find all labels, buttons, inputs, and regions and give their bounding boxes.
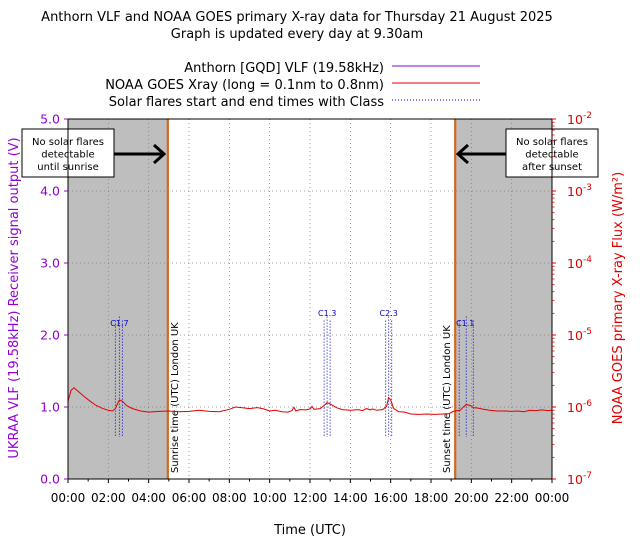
sun-lines: Sunrise time (UTC) London UK Sunset time … (166, 119, 457, 479)
x-tick-label: 02:00 (91, 491, 126, 505)
legend-label-xray: NOAA GOES Xray (long = 0.1nm to 0.8nm) (105, 78, 384, 93)
arrow-right-icon (114, 143, 167, 165)
flare-class-label: C2.3 (379, 309, 397, 318)
y-right-tick-base: 10 (567, 472, 583, 487)
y-right-tick-label: 10 -4 (567, 255, 592, 271)
y-left-tick-label: 0.0 (40, 472, 60, 487)
x-tick-label: 14:00 (333, 491, 368, 505)
y-right-tick-base: 10 (567, 184, 583, 199)
x-tick-label: 16:00 (373, 491, 408, 505)
legend: Anthorn [GQD] VLF (19.58kHz) NOAA GOES X… (105, 61, 480, 110)
x-tick-label: 08:00 (212, 491, 247, 505)
y-right-tick-label: 10 -2 (567, 111, 592, 127)
y-left-tick-label: 4.0 (40, 184, 60, 199)
x-tick-label: 00:00 (535, 491, 570, 505)
y-left-tick-label: 3.0 (40, 256, 60, 271)
y-right-tick-base: 10 (567, 328, 583, 343)
xray-series-line (67, 387, 553, 415)
y-right-tick-exp: -4 (583, 255, 592, 265)
x-tick-label: 00:00 (51, 491, 86, 505)
y-left-tick-label: 1.0 (40, 400, 60, 415)
y-right-tick-base: 10 (567, 400, 583, 415)
flare-class-label: C1.1 (456, 319, 474, 328)
chart-title: Anthorn VLF and NOAA GOES primary X-ray … (41, 10, 553, 25)
x-tick-label: 12:00 (293, 491, 328, 505)
y-right-tick-base: 10 (567, 112, 583, 127)
y-right-tick-label: 10 -6 (567, 399, 592, 415)
sunset-label: Sunset time (UTC) London UK (442, 325, 453, 473)
arrow-left-icon (455, 143, 506, 165)
flare-class-label: C1.3 (318, 309, 336, 318)
x-tick-label: 22:00 (494, 491, 529, 505)
legend-label-flares: Solar flares start and end times with Cl… (109, 95, 384, 110)
y-right-tick-exp: -7 (583, 471, 592, 481)
y-right-tick-label: 10 -7 (567, 471, 592, 487)
night-shade-morning (68, 119, 168, 479)
chart-subtitle: Graph is updated every day at 9.30am (171, 27, 423, 42)
y-right-tick-label: 10 -5 (567, 327, 592, 343)
y-left-tick-label: 5.0 (40, 112, 60, 127)
x-tick-label: 20:00 (454, 491, 489, 505)
flare-class-label: C1.7 (110, 319, 128, 328)
x-tick-label: 04:00 (131, 491, 166, 505)
flare-markers: C1.7 C1.3 C2.3 C1.1 (110, 309, 474, 437)
x-axis-label: Time (UTC) (273, 523, 346, 538)
y-right-tick-base: 10 (567, 256, 583, 271)
y-right-tick-exp: -3 (583, 183, 592, 193)
sunrise-label: Sunrise time (UTC) London UK (170, 322, 181, 473)
y-right-tick-exp: -2 (583, 111, 592, 121)
y-left-tick-label: 2.0 (40, 328, 60, 343)
axes: 00:00 02:00 04:00 06:00 08:00 10:00 12:00 14:00… (40, 111, 592, 505)
y-axis-label-left: UKRAA VLF (19.58kHz) Receiver signal out… (7, 137, 22, 458)
x-tick-label: 10:00 (252, 491, 287, 505)
y-right-tick-exp: -6 (583, 399, 592, 409)
x-tick-label: 06:00 (172, 491, 207, 505)
y-axis-label-right: NOAA GOES primary X-ray Flux (W/m²) (611, 172, 626, 424)
y-right-tick-exp: -5 (583, 327, 592, 337)
x-tick-label: 18:00 (414, 491, 449, 505)
y-right-tick-label: 10 -3 (567, 183, 592, 199)
legend-label-vlf: Anthorn [GQD] VLF (19.58kHz) (184, 61, 384, 76)
